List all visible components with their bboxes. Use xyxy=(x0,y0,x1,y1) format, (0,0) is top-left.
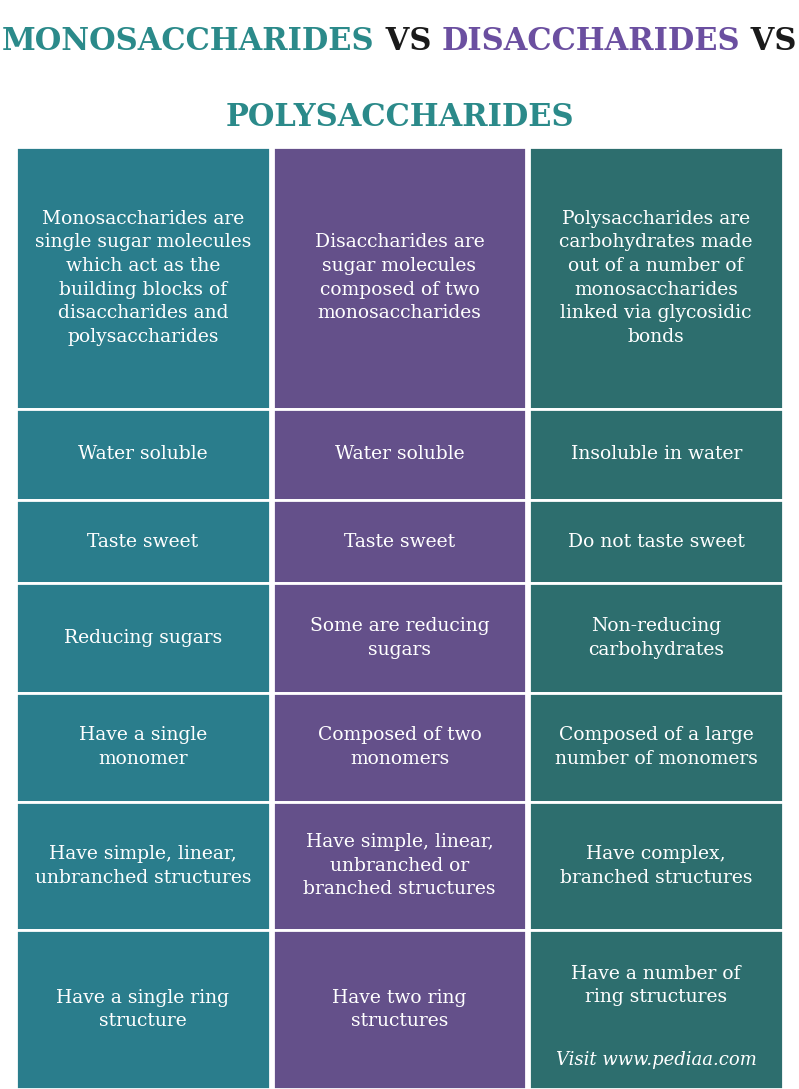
Text: DISACCHARIDES: DISACCHARIDES xyxy=(442,26,741,57)
Text: Taste sweet: Taste sweet xyxy=(87,533,198,551)
Text: Composed of two
monomers: Composed of two monomers xyxy=(317,726,482,768)
Bar xyxy=(16,584,269,693)
Text: Have complex,
branched structures: Have complex, branched structures xyxy=(560,845,753,886)
Text: MONOSACCHARIDES: MONOSACCHARIDES xyxy=(2,26,375,57)
Bar xyxy=(272,802,527,930)
Text: Non-reducing
carbohydrates: Non-reducing carbohydrates xyxy=(588,617,724,659)
Text: Water soluble: Water soluble xyxy=(335,445,464,463)
Text: Have simple, linear,
unbranched structures: Have simple, linear, unbranched structur… xyxy=(34,845,251,886)
Bar xyxy=(272,693,527,802)
Bar xyxy=(272,584,527,693)
Text: Polysaccharides are
carbohydrates made
out of a number of
monosaccharides
linked: Polysaccharides are carbohydrates made o… xyxy=(559,210,753,346)
Text: Disaccharides are
sugar molecules
composed of two
monosaccharides: Disaccharides are sugar molecules compos… xyxy=(315,233,484,322)
Bar xyxy=(16,930,269,1089)
Bar xyxy=(16,147,269,408)
Text: Insoluble in water: Insoluble in water xyxy=(570,445,742,463)
Text: Monosaccharides are
single sugar molecules
which act as the
building blocks of
d: Monosaccharides are single sugar molecul… xyxy=(34,210,251,346)
Text: Reducing sugars: Reducing sugars xyxy=(64,629,222,647)
Bar xyxy=(272,930,527,1089)
Bar xyxy=(530,930,783,1089)
Bar xyxy=(16,802,269,930)
Bar xyxy=(530,500,783,584)
Bar xyxy=(530,802,783,930)
Text: Have two ring
structures: Have two ring structures xyxy=(332,989,467,1030)
Bar xyxy=(530,408,783,500)
Text: Water soluble: Water soluble xyxy=(78,445,208,463)
Text: POLYSACCHARIDES: POLYSACCHARIDES xyxy=(225,102,574,133)
Bar xyxy=(530,693,783,802)
Text: Taste sweet: Taste sweet xyxy=(344,533,455,551)
Bar xyxy=(530,147,783,408)
Bar xyxy=(16,500,269,584)
Text: Some are reducing
sugars: Some are reducing sugars xyxy=(310,617,489,659)
Text: Composed of a large
number of monomers: Composed of a large number of monomers xyxy=(555,726,757,768)
Text: VS: VS xyxy=(741,26,797,57)
Text: Have a single
monomer: Have a single monomer xyxy=(78,726,207,768)
Text: Visit www.pediaa.com: Visit www.pediaa.com xyxy=(556,1051,757,1069)
Text: Have simple, linear,
unbranched or
branched structures: Have simple, linear, unbranched or branc… xyxy=(304,833,495,898)
Text: VS: VS xyxy=(375,26,442,57)
Bar xyxy=(16,408,269,500)
Text: Have a number of
ring structures: Have a number of ring structures xyxy=(571,965,741,1006)
Bar xyxy=(16,693,269,802)
Bar xyxy=(530,584,783,693)
Bar xyxy=(272,147,527,408)
Bar xyxy=(272,408,527,500)
Text: Have a single ring
structure: Have a single ring structure xyxy=(56,989,229,1030)
Bar xyxy=(272,500,527,584)
Text: Do not taste sweet: Do not taste sweet xyxy=(568,533,745,551)
